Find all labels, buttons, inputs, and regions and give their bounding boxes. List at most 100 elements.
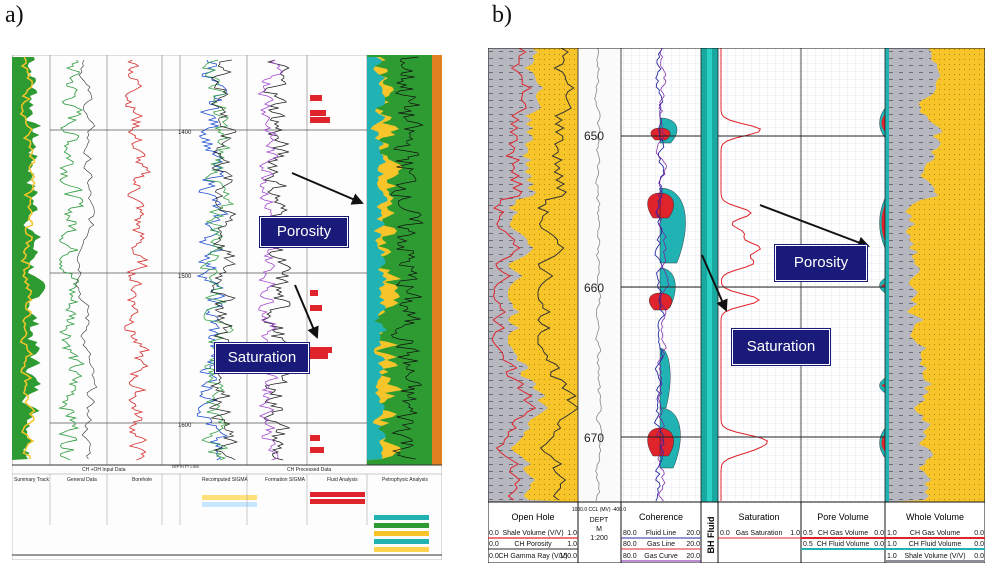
panel-b-coh-row3-name: Gas Curve bbox=[644, 553, 678, 560]
panel-a-fluid-spike bbox=[310, 347, 332, 353]
panel-b-wv-row1-name: CH Gas Volume bbox=[910, 530, 960, 537]
panel-b-fluid-line bbox=[653, 48, 666, 502]
panel-b-depth-scale: 1000.0 CCL (MV) -400.0 bbox=[572, 507, 627, 513]
panel-b-oh-row2-right: 1.0 bbox=[567, 541, 577, 548]
panel-b-saturation-title: Saturation bbox=[738, 512, 779, 522]
panel-b-wv-row1-left: 1.0 bbox=[887, 530, 897, 537]
panel-b-oh-row1-right: 1.0 bbox=[567, 530, 577, 537]
panel-b-wv-row2-left: 1.0 bbox=[887, 541, 897, 548]
panel-a-footer-swatch bbox=[202, 495, 257, 500]
panel-a-col-recomputed: Recomputed SIGMA bbox=[202, 477, 249, 483]
panel-a-fluid-spike bbox=[310, 447, 324, 453]
panel-b-whole-teal-edge bbox=[885, 48, 889, 502]
panel-b-oh-row1-name: Shale Volume (V/V) bbox=[502, 530, 563, 537]
panel-b-coherence-title: Coherence bbox=[639, 512, 683, 522]
panel-a-chart: 1400 1500 1600 CH +OH Input Data CH Proc… bbox=[12, 55, 442, 560]
panel-a-petro-teal bbox=[367, 57, 388, 460]
panel-b-open-hole-title: Open Hole bbox=[511, 512, 554, 522]
panel-a-petro-curve bbox=[390, 56, 424, 460]
panel-b-wv-row3-left: 1.0 bbox=[887, 553, 897, 560]
panel-a-summary-fill bbox=[12, 57, 46, 460]
panel-b-saturation-arrow bbox=[701, 254, 728, 312]
panel-b-oh-row3-name: CH Gamma Ray (V/V) bbox=[498, 553, 567, 560]
panel-b-pore-red bbox=[881, 204, 885, 242]
panel-b-bh-fluid-title: BH Fluid bbox=[706, 517, 716, 554]
panel-b-openhole-black-curve bbox=[537, 48, 580, 501]
panel-b-depth-track bbox=[578, 48, 621, 502]
panel-b-coh-row2-name: Gas Line bbox=[647, 541, 675, 548]
panel-b-ccl-curve bbox=[594, 48, 603, 502]
panel-a-fluid-spike bbox=[310, 110, 326, 116]
panel-b-pore-red bbox=[881, 114, 885, 132]
panel-a-footer: CH +OH Input Data CH Processed Data Summ… bbox=[12, 464, 442, 556]
panel-a-footer-swatch bbox=[310, 492, 365, 497]
panel-b-coherence-fill-left bbox=[649, 292, 661, 311]
panel-b-coh-row1-left: 80.0 bbox=[623, 530, 637, 537]
panel-b-openhole-sand bbox=[508, 48, 578, 502]
panel-b-depth-unit-2: M bbox=[596, 526, 602, 533]
panel-a-fluid-spike bbox=[310, 305, 322, 311]
panel-b-depth-660: 660 bbox=[584, 281, 604, 295]
panel-b-wv-row3-right: 0.0 bbox=[974, 553, 984, 560]
panel-a-saturation-callout: Saturation bbox=[215, 343, 309, 373]
panel-b-log: 650 660 670 Open Hole 0.0 Shale Volume (… bbox=[488, 48, 985, 563]
panel-a-footer-swatch bbox=[202, 502, 257, 507]
panel-a-col-summary: Summary Track bbox=[14, 477, 50, 483]
panel-a-footer-group-right: CH Processed Data bbox=[287, 467, 331, 473]
panel-b-bh-fluid-core bbox=[707, 48, 712, 502]
panel-b-wv-row2-name: CH Fluid Volume bbox=[909, 541, 962, 548]
panel-a-summary-curve bbox=[19, 56, 36, 460]
panel-b-gas-saturation-curve bbox=[720, 48, 769, 501]
panel-a-depth-1500: 1500 bbox=[178, 274, 192, 280]
panel-a-fluid-spike bbox=[310, 95, 322, 101]
panel-a-depth-1400: 1400 bbox=[178, 130, 192, 136]
panel-b-coherence-fill bbox=[659, 192, 674, 219]
panel-a-col-general: General Data bbox=[67, 477, 97, 483]
panel-a-footer-swatch bbox=[374, 515, 429, 520]
panel-b-pore-red bbox=[881, 384, 885, 387]
panel-a-fluid-spike bbox=[310, 353, 328, 359]
panel-a-porosity-callout: Porosity bbox=[260, 217, 348, 247]
panel-b-gas-curve bbox=[655, 48, 670, 502]
panel-a-porosity-arrow bbox=[291, 172, 364, 205]
panel-a-saturation-arrow bbox=[294, 284, 319, 339]
panel-b-coh-row3-right: 20.0 bbox=[686, 553, 700, 560]
panel-a-sigma-blue bbox=[196, 59, 229, 461]
panel-b-pore-red bbox=[881, 284, 885, 287]
panel-b-depth-650: 650 bbox=[584, 129, 604, 143]
panel-a-petro-right-edge bbox=[432, 55, 442, 465]
panel-b-coherence-fill bbox=[659, 292, 673, 311]
panel-b-chart: 650 660 670 Open Hole 0.0 Shale Volume (… bbox=[488, 48, 985, 563]
panel-a-footer-swatch bbox=[310, 499, 365, 504]
panel-b-coh-row1-right: 20.0 bbox=[686, 530, 700, 537]
panel-a-footer-group-left: CH +OH Input Data bbox=[82, 467, 126, 473]
panel-b-depth-unit-1: DEPT bbox=[590, 517, 609, 524]
panel-b-oh-row2-left: 0.0 bbox=[489, 541, 499, 548]
panel-b-coh-row1-name: Fluid Line bbox=[646, 530, 676, 537]
panel-b-coherence-fill bbox=[659, 347, 671, 409]
panel-b-wv-row3-name: Shale Volume (V/V) bbox=[904, 553, 965, 560]
panel-a-label: a) bbox=[5, 2, 24, 28]
panel-a-formation-black bbox=[261, 59, 293, 461]
panel-a-depth-1600: 1600 bbox=[178, 423, 192, 429]
panel-a-col-depth: DEPTH FT 1:500 bbox=[172, 465, 199, 469]
panel-b-sat-row1-left: 0.0 bbox=[720, 530, 730, 537]
panel-b-sat-row1-right: 1.0 bbox=[790, 530, 800, 537]
panel-a-ccl-curve bbox=[75, 59, 98, 460]
panel-a-gr-curve bbox=[58, 59, 85, 461]
panel-b-wv-row2-right: 0.0 bbox=[974, 541, 984, 548]
panel-b-pv-row2-name: CH Fluid Volume bbox=[817, 541, 870, 548]
panel-b-coherence-fill bbox=[659, 127, 671, 141]
panel-b-coh-row2-left: 80.0 bbox=[623, 541, 637, 548]
panel-a-col-petro: Petrophysic Analysis bbox=[382, 477, 428, 483]
panel-a-footer-swatch bbox=[374, 531, 429, 536]
panel-a-fluid-spike bbox=[310, 290, 318, 296]
panel-b-label: b) bbox=[492, 2, 512, 28]
panel-b-pv-row1-name: CH Gas Volume bbox=[818, 530, 868, 537]
panel-b-whole-volume-title: Whole Volume bbox=[906, 512, 964, 522]
panel-b-coh-row3-left: 80.0 bbox=[623, 553, 637, 560]
panel-b-porosity-arrow bbox=[759, 204, 870, 249]
panel-b-coherence-fill-left bbox=[650, 127, 661, 141]
panel-b-oh-row3-right: 150.0 bbox=[559, 553, 577, 560]
panel-b-footer: Open Hole 0.0 Shale Volume (V/V) 1.0 0.0… bbox=[488, 501, 985, 563]
